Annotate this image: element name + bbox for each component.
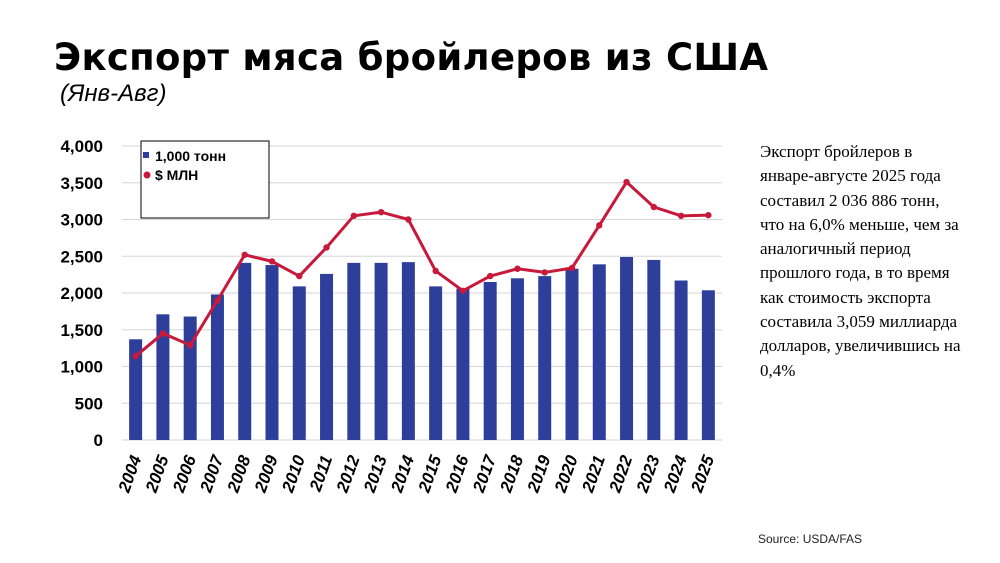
- y-tick-label: 1,500: [60, 321, 103, 340]
- chart-subtitle: (Янв-Авг): [60, 80, 167, 107]
- bar: [647, 259, 661, 440]
- x-tick-label: 2010: [278, 452, 309, 495]
- line-point: [159, 330, 167, 337]
- x-tick-label: 2012: [332, 452, 363, 495]
- x-tick-label: 2005: [142, 452, 173, 495]
- line-point: [432, 267, 439, 275]
- x-tick-label: 2020: [551, 452, 582, 495]
- bar: [510, 278, 524, 440]
- bar: [401, 262, 415, 440]
- bar: [456, 288, 470, 440]
- y-tick-label: 0: [94, 431, 103, 450]
- x-tick-label: 2013: [360, 452, 391, 495]
- bar: [538, 276, 552, 440]
- bar: [156, 314, 170, 440]
- line-point: [623, 178, 630, 186]
- y-tick-label: 2,000: [60, 284, 103, 303]
- x-tick-label: 2006: [169, 452, 200, 495]
- bar: [374, 262, 388, 440]
- x-tick-label: 2019: [523, 452, 554, 495]
- x-tick-label: 2014: [387, 452, 418, 495]
- line-point: [268, 258, 276, 265]
- legend: 1,000 тонн $ МЛН: [140, 140, 270, 219]
- line-point: [677, 212, 685, 220]
- x-tick-label: 2022: [605, 452, 636, 495]
- x-tick-label: 2025: [687, 452, 718, 495]
- x-tick-label: 2015: [414, 452, 445, 495]
- bar: [592, 264, 606, 440]
- y-tick-label: 1,000: [60, 358, 103, 377]
- line-point: [377, 208, 385, 216]
- x-tick-label: 2016: [442, 452, 473, 495]
- x-tick-label: 2011: [306, 453, 337, 495]
- bar: [565, 268, 579, 440]
- bar: [183, 316, 197, 440]
- y-tick-label: 3,000: [60, 211, 103, 230]
- x-tick-label: 2004: [114, 452, 145, 495]
- bar: [674, 280, 688, 440]
- bar: [320, 273, 334, 440]
- y-tick-label: 4,000: [60, 137, 103, 156]
- x-tick-label: 2023: [632, 452, 663, 495]
- y-tick-label: 500: [75, 394, 103, 413]
- chart-title: Экспорт мяса бройлеров из США: [54, 36, 769, 79]
- bars: [129, 256, 715, 440]
- legend-bar-label: 1,000 тонн: [155, 148, 226, 164]
- line-point: [350, 212, 358, 220]
- line-point: [568, 264, 576, 272]
- source-note: Source: USDA/FAS: [758, 532, 863, 546]
- x-axis: 2004200520062007200820092010201120122013…: [114, 451, 718, 495]
- x-tick-label: 2024: [660, 452, 691, 495]
- line-point: [596, 222, 603, 229]
- bar: [429, 286, 443, 440]
- bar: [210, 294, 224, 440]
- bar: [238, 262, 252, 440]
- bar: [265, 265, 279, 440]
- value-line: [132, 178, 712, 360]
- bar: [483, 281, 497, 440]
- line-point: [186, 341, 194, 349]
- legend-line-swatch: [143, 171, 151, 179]
- x-tick-label: 2008: [223, 452, 254, 495]
- line-point: [705, 211, 712, 219]
- chart: 4,0003,5003,0002,5002,0001,5001,0005000 …: [60, 137, 722, 496]
- line-point: [541, 269, 548, 276]
- line-point: [514, 265, 521, 272]
- y-tick-label: 3,500: [60, 174, 103, 193]
- series-line: [134, 180, 709, 358]
- y-axis: 4,000 3,500 3,000 2,500 2,000 1,500 1,000 500 0: [60, 137, 103, 450]
- line-point: [241, 251, 248, 258]
- bar: [129, 339, 143, 440]
- bar: [620, 256, 634, 440]
- line-point: [459, 287, 467, 294]
- x-tick-label: 2018: [496, 452, 527, 495]
- line-point: [214, 297, 221, 304]
- legend-bar-swatch: [143, 152, 149, 158]
- x-tick-label: 2021: [578, 453, 609, 496]
- line-point: [405, 216, 412, 223]
- y-tick-label: 2,500: [60, 247, 103, 266]
- bar: [347, 262, 361, 440]
- legend-box: [140, 140, 270, 219]
- bar: [292, 286, 306, 440]
- x-tick-label: 2009: [251, 452, 282, 495]
- line-point: [296, 272, 303, 280]
- line-point: [132, 353, 139, 360]
- bar: [701, 290, 715, 440]
- line-point: [323, 244, 330, 251]
- line-point: [650, 203, 658, 211]
- legend-line-label: $ МЛН: [155, 167, 198, 183]
- description-text: Экспорт бройлеров в январе-августе 2025 …: [760, 142, 961, 380]
- line-point: [486, 272, 494, 280]
